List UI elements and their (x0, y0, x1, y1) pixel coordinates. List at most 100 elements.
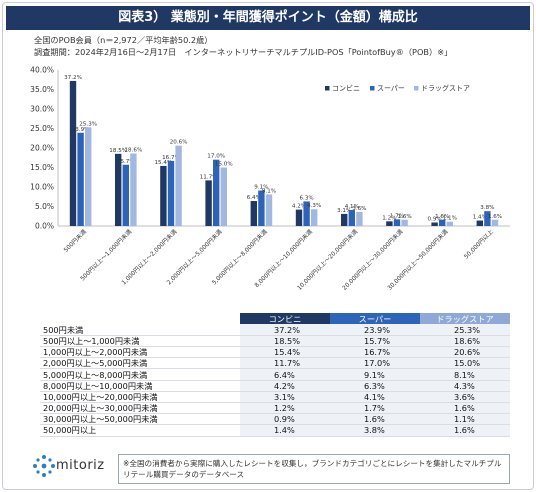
bar (250, 201, 257, 226)
table-cell: 0.9% (240, 413, 330, 426)
survey-period: 調査期間：2024年2月16日～2月17日 インターネットリサーチマルチプルID… (34, 47, 453, 57)
data-label: 3.6% (352, 206, 366, 212)
data-label: 4.1% (345, 204, 359, 210)
data-label: 17.0% (207, 154, 225, 160)
table-row-label: 2,000円以上～5,000円未満 (40, 357, 240, 370)
table-row: 1,000円以上～2,000円未満 15.4% 16.7% 20.6% (40, 346, 510, 359)
bar (303, 201, 310, 226)
bar (258, 190, 265, 226)
table-cell: 8.1% (420, 368, 510, 381)
bar (175, 145, 182, 226)
legend-swatch (370, 86, 375, 91)
data-label: 1.7% (390, 213, 404, 219)
bar (130, 153, 137, 226)
bar (115, 153, 122, 226)
table-cell: 4.1% (330, 391, 420, 404)
bar (401, 219, 408, 226)
bar (348, 210, 355, 226)
bar (431, 222, 438, 226)
y-tick-label: 35.0% (30, 85, 54, 94)
table-row-label: 50,000円以上 (40, 424, 240, 437)
sample-info: 全国のPOB会員（n＝2,972／平均年齢50.2歳） (34, 35, 213, 45)
data-label: 23.9% (72, 127, 90, 133)
table-cell: 1.6% (420, 424, 510, 437)
data-label: 37.2% (64, 75, 82, 81)
table-cell: 3.1% (240, 391, 330, 404)
table-cell: 15.4% (240, 346, 330, 359)
data-label: 3.8% (480, 205, 494, 211)
data-label: 18.6% (125, 147, 143, 153)
legend-swatch (325, 86, 330, 91)
table-row: 50,000円以上 1.4% 3.8% 1.6% (40, 424, 510, 437)
data-label: 4.2% (292, 204, 306, 210)
bar (446, 221, 453, 226)
data-label: 15.0% (215, 162, 233, 168)
data-label: 20.6% (170, 140, 188, 146)
table-header-row: コンビニ スーパー ドラッグストア (40, 313, 510, 325)
data-label: 15.7% (117, 159, 135, 165)
footnote: ※全国の消費者から実際に購入したレシートを収集し，ブランドカテゴリごとにレシート… (118, 454, 510, 484)
y-tick-label: 25.0% (30, 124, 54, 133)
bar (356, 211, 363, 226)
y-tick-label: 0.0% (35, 222, 54, 231)
table-cell: 37.2% (240, 324, 330, 336)
table-header-drugstore: ドラッグストア (420, 313, 510, 325)
table-cell: 15.0% (420, 357, 510, 370)
table-row: 10,000円以上～20,000円未満 3.1% 4.1% 3.6% (40, 391, 510, 404)
bar (122, 164, 129, 226)
data-label: 1.1% (443, 216, 457, 222)
table-cell: 9.1% (330, 368, 420, 381)
bar (476, 220, 483, 226)
figure-title: 図表3） 業態別・年間獲得ポイント（金額）構成比 (6, 6, 530, 30)
legend-label: スーパー (377, 85, 405, 93)
data-label: 16.7% (162, 155, 180, 161)
y-tick-label: 40.0% (30, 66, 54, 75)
legend-label: コンビニ (332, 84, 360, 93)
bar (265, 194, 273, 226)
bar (341, 213, 348, 226)
table-cell: 3.6% (420, 391, 510, 404)
bar (69, 80, 77, 226)
data-label: 1.4% (473, 215, 487, 221)
table-row-label: 5,000円以上～8,000円未満 (40, 368, 240, 381)
table-row-label: 8,000円以上～10,000円未満 (40, 380, 240, 392)
bar (167, 160, 175, 226)
bar (205, 180, 212, 226)
table-row: 500円以上～1,000円未満 18.5% 15.7% 18.6% (40, 335, 510, 348)
y-tick-label: 30.0% (30, 105, 54, 114)
table-cell: 18.5% (240, 335, 330, 348)
table-row-label: 500円以上～1,000円未満 (40, 335, 240, 348)
y-tick-label: 15.0% (30, 163, 54, 172)
bar (160, 165, 167, 226)
data-label: 1.6% (397, 214, 411, 220)
data-label: 6.4% (247, 195, 261, 201)
y-tick-label: 5.0% (35, 202, 54, 211)
table-cell: 1.2% (240, 402, 330, 415)
data-label: 1.6% (488, 214, 502, 220)
table-header-blank (40, 313, 240, 324)
table-row: 5,000円以上～8,000円未満 6.4% 9.1% 8.1% (40, 368, 510, 381)
table-row: 8,000円以上～10,000円未満 4.2% 6.3% 4.3% (40, 380, 510, 392)
bar (213, 159, 220, 226)
table-cell: 20.6% (420, 346, 510, 359)
data-label: 3.1% (337, 208, 351, 214)
bar (220, 167, 227, 226)
x-tick-label: 50,000円以上 (462, 228, 495, 261)
bar (491, 219, 499, 226)
table-cell: 1.1% (420, 413, 510, 426)
data-label: 6.3% (299, 195, 313, 201)
table-header-super: スーパー (330, 313, 420, 325)
data-table: コンビニ スーパー ドラッグストア 500円未満 37.2% 23.9% 25.3% 5… (40, 313, 510, 437)
table-cell: 25.3% (420, 324, 510, 336)
table-cell: 4.3% (420, 380, 510, 392)
data-label: 4.3% (307, 203, 321, 209)
legend-label: ドラッグストア (421, 84, 470, 93)
table-cell: 1.4% (240, 424, 330, 437)
x-tick-label: 500円以上～1,000円未満 (79, 228, 134, 283)
table-row-label: 10,000円以上～20,000円未満 (40, 391, 240, 404)
bar-chart: 0.0% 5.0% 10.0% 15.0% 20.0% 25.0% 30.0% 35.0% 40… (30, 66, 510, 292)
table-cell: 1.7% (330, 402, 420, 415)
bar (77, 132, 84, 226)
bar (85, 127, 92, 226)
